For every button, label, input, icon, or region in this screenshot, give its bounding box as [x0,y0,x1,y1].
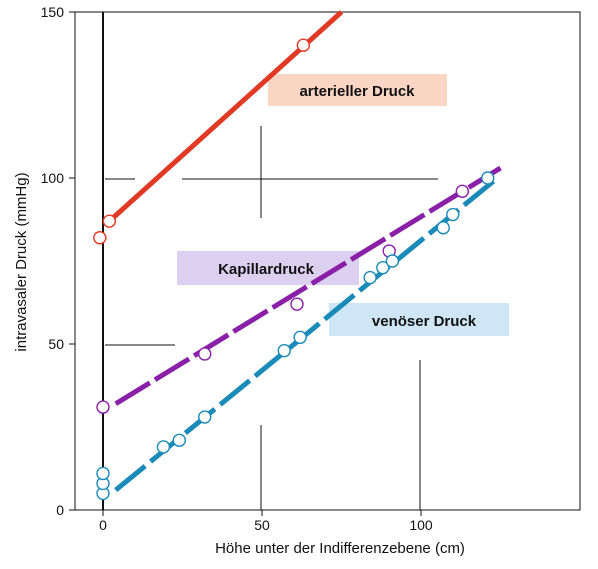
annotation-label: venöser Druck [372,313,477,330]
data-point [436,221,450,235]
data-point [455,184,470,198]
series-line [114,165,502,406]
x-tick-label: 0 [99,517,107,533]
data-point [446,207,460,222]
data-point [96,466,110,481]
data-point [277,343,291,358]
series-1 [93,10,344,245]
annotation-kapillardruck: Kapillardruck [177,251,359,285]
data-point [198,410,212,424]
annotation-venoser-druck: venöser Druck [329,303,509,336]
y-tick-label: 50 [48,336,64,352]
y-tick-label: 0 [56,502,64,518]
data-point [481,171,495,185]
data-point [172,433,187,447]
data-point [290,297,304,311]
y-ticks: 0 50 100 150 [41,4,75,518]
data-point [198,347,212,361]
x-ticks: 0 50 100 [99,510,433,533]
series-layer [93,10,502,501]
annotation-arterieller-druck: arterieller Druck [268,74,447,106]
data-point [363,270,377,285]
x-axis-title: Höhe unter der Indifferenzebene (cm) [215,540,465,557]
data-point [102,214,117,228]
data-point [96,400,110,414]
annotation-label: arterieller Druck [299,83,415,100]
y-axis-title: intravasaler Druck (mmHg) [13,172,30,351]
x-tick-label: 50 [254,517,270,533]
y-tick-label: 100 [41,170,65,186]
data-point [296,38,311,52]
plot-frame [74,11,581,511]
series-2 [96,165,502,414]
x-tick-label: 100 [409,517,433,533]
data-point [376,260,390,275]
data-point [93,231,107,245]
data-point [156,440,171,454]
y-tick-label: 150 [41,4,65,20]
annotation-label: Kapillardruck [218,261,315,278]
data-point [385,254,400,268]
decorative-lines [105,126,438,510]
data-point [293,330,307,345]
series-3 [96,171,499,501]
